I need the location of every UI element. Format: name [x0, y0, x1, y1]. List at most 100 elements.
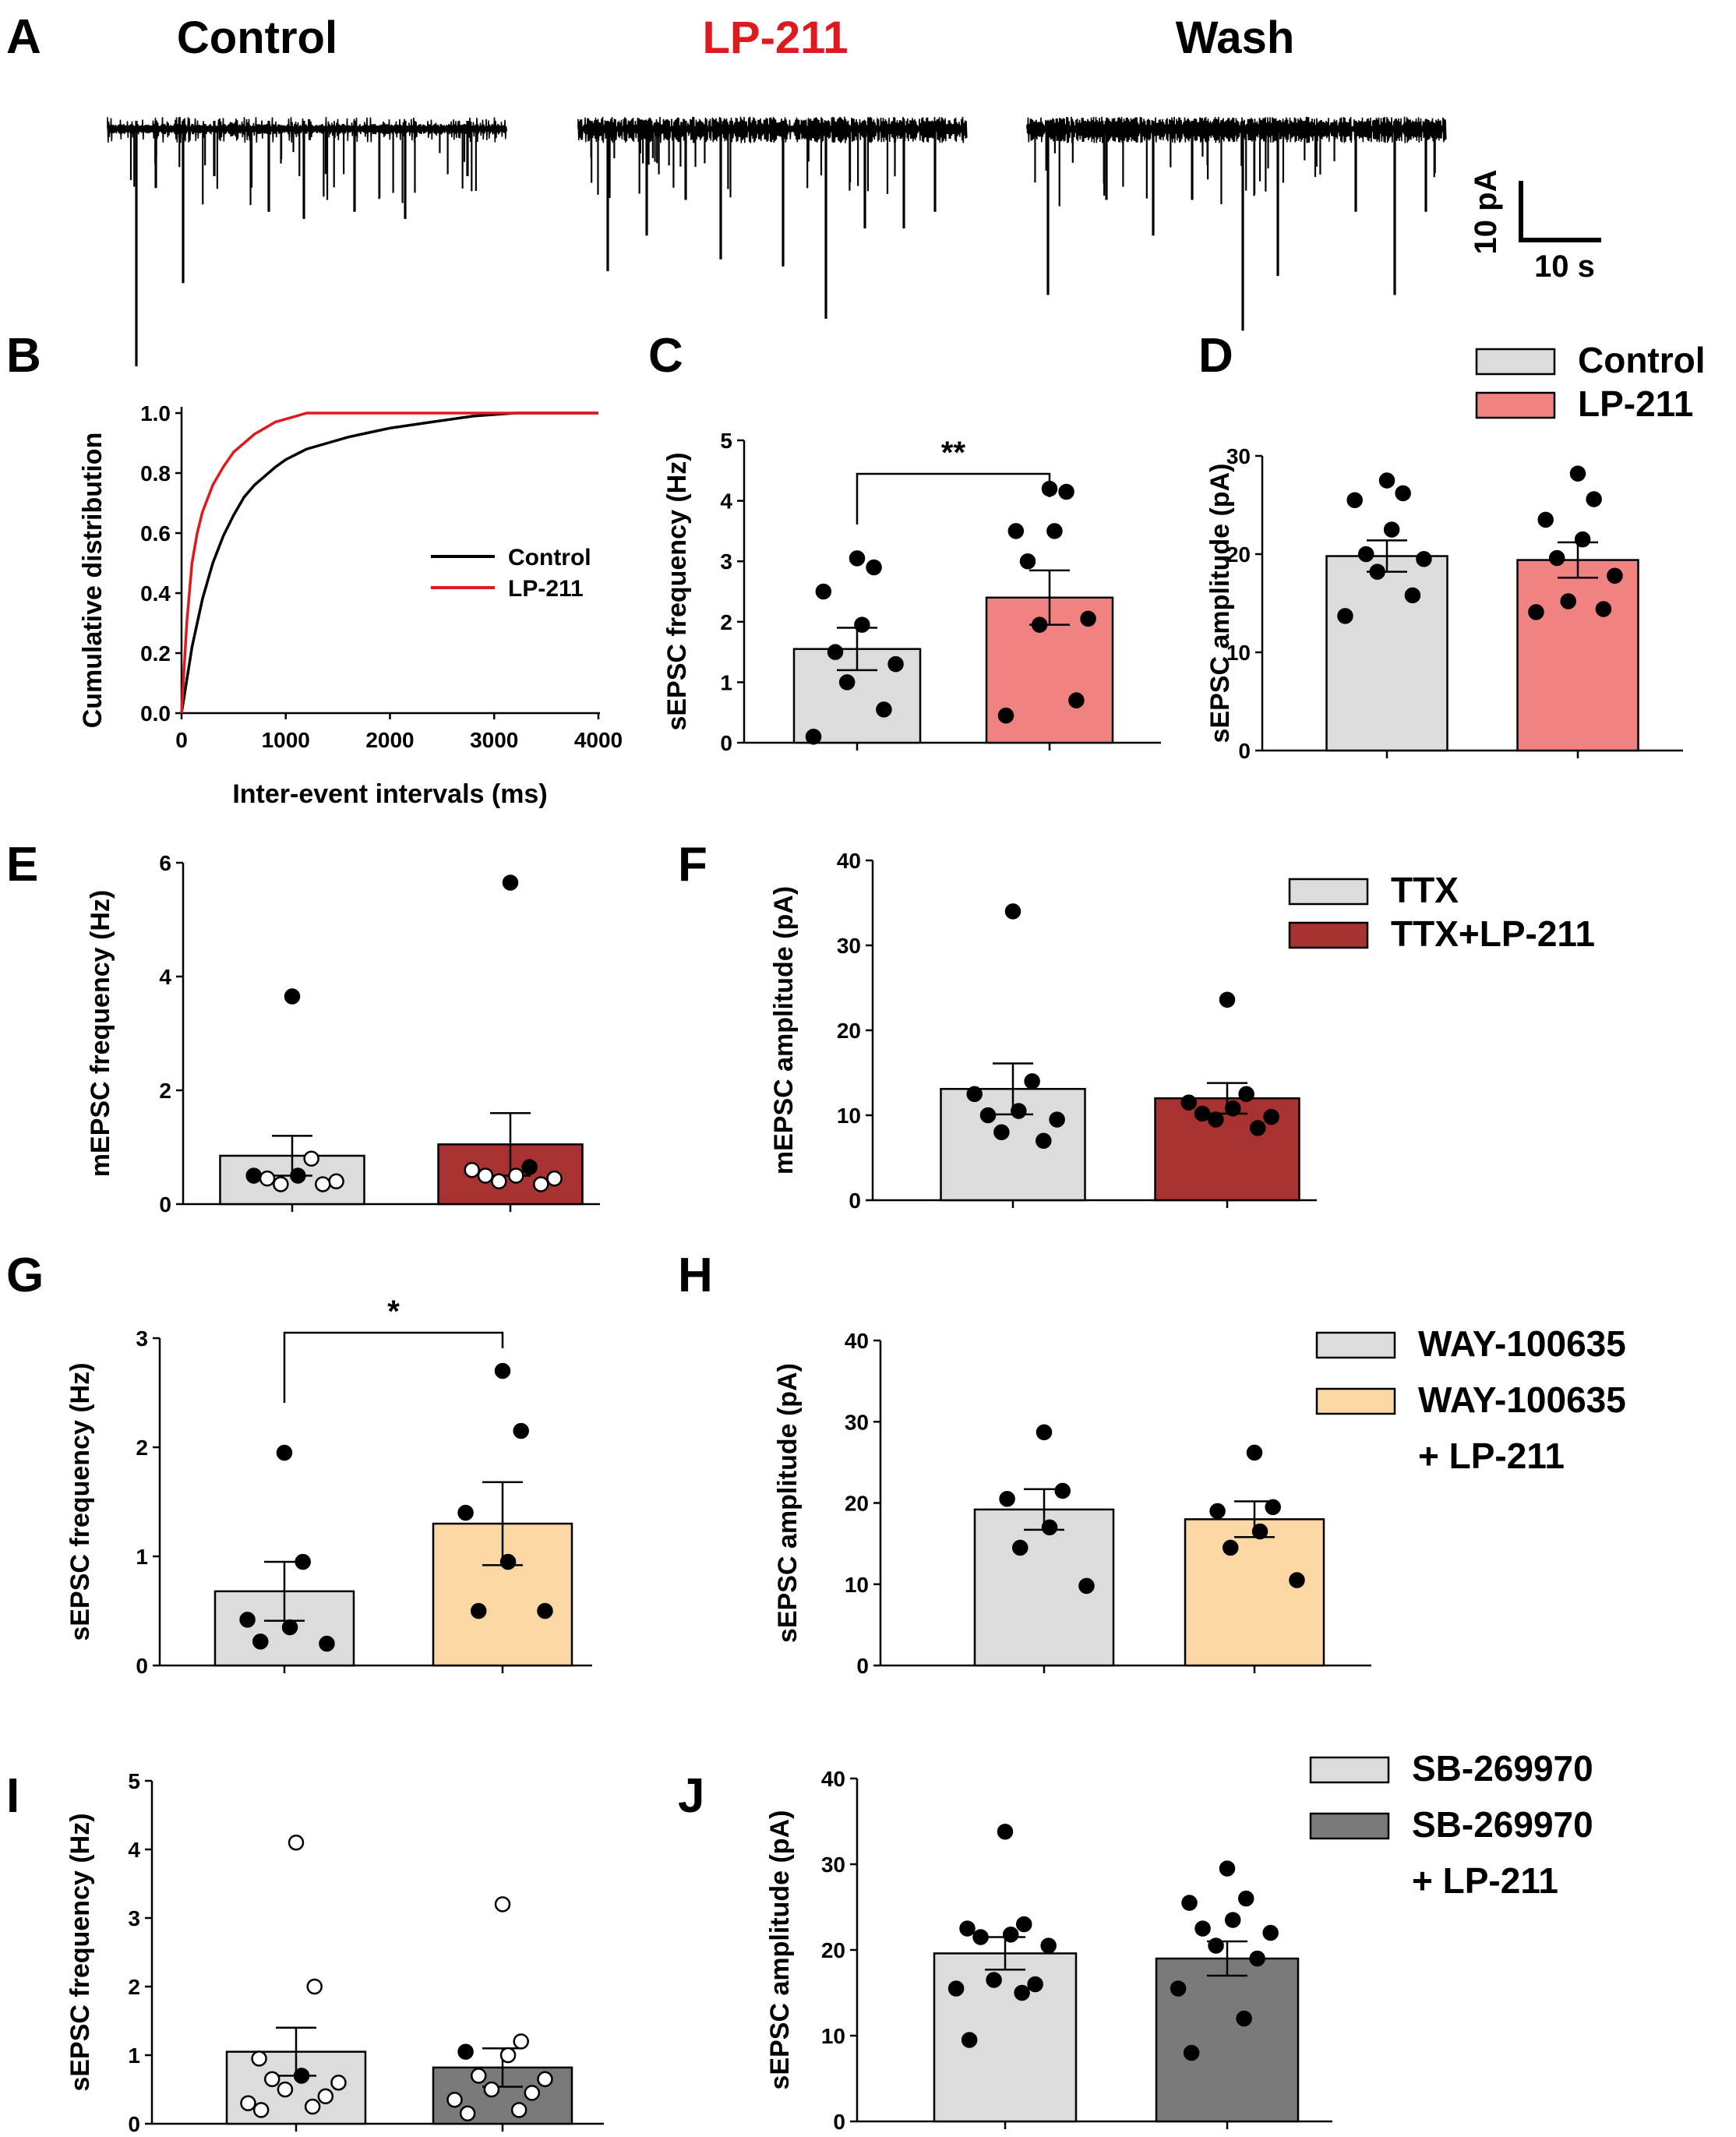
legend-label-3: + LP-211	[1418, 1436, 1565, 1476]
x-tick-label: 0	[175, 728, 188, 752]
data-point	[1574, 531, 1591, 548]
data-point	[838, 674, 856, 691]
data-point	[499, 1553, 517, 1570]
data-point	[1024, 1073, 1040, 1090]
data-point	[972, 1929, 989, 1945]
panel-f: 0 10 20 30 40 mEPSC amplitude (pA) TTXTTX+LP-2…	[769, 849, 1595, 1213]
data-point	[1027, 1976, 1043, 1993]
data-point	[1181, 1895, 1198, 1911]
y-axis-label: mEPSC amplitude (pA)	[769, 886, 799, 1174]
data-point	[1357, 546, 1374, 563]
condition-label-2: LP-211	[703, 12, 849, 63]
y-tick-label: 0	[849, 1189, 861, 1213]
legend-swatch-1	[1475, 348, 1556, 376]
panel-b: 0.0 0.2 0.4 0.6 0.8 1.0 0 1000 2000 3000 4000 Inter…	[78, 401, 623, 809]
y-axis-label: sEPSC amplitude (pA)	[765, 1810, 795, 2090]
legend-label-2: TTX+LP-211	[1391, 913, 1595, 954]
y-tick-label: 30	[821, 1853, 845, 1877]
panel-c: 0 1 2 3 4 5 sEPSC frequency (Hz) **	[662, 429, 1161, 755]
data-point	[245, 1167, 262, 1184]
data-point	[1194, 1105, 1211, 1122]
panel-h: 0 10 20 30 40 sEPSC amplitude (pA) WAY-100635 W…	[773, 1323, 1626, 1678]
legend-swatch-2	[1315, 1387, 1396, 1415]
series-line-2	[180, 412, 598, 714]
data-point	[1036, 1132, 1052, 1149]
data-point	[1224, 1912, 1241, 1928]
y-axis-label: sEPSC frequency (Hz)	[662, 452, 692, 730]
data-point	[293, 2068, 310, 2084]
panel-j: 0 10 20 30 40 sEPSC amplitude (pA) SB-269970 SB…	[765, 1748, 1593, 2134]
data-point	[457, 2043, 474, 2060]
data-point	[1251, 1523, 1268, 1540]
data-point	[546, 1170, 563, 1187]
legend-label-2: WAY-100635	[1418, 1379, 1626, 1420]
bar-1	[933, 1952, 1078, 2123]
data-point	[1263, 1108, 1279, 1125]
data-point	[317, 2088, 334, 2105]
data-point	[263, 2071, 281, 2088]
data-point	[1054, 1482, 1071, 1499]
data-point	[1346, 492, 1363, 508]
data-point	[524, 2085, 541, 2101]
data-point	[993, 1124, 1010, 1141]
data-point	[251, 2050, 267, 2067]
data-point	[304, 2098, 321, 2115]
data-point	[1250, 1120, 1266, 1136]
data-point	[1183, 2044, 1200, 2061]
data-point	[1537, 511, 1554, 528]
trace-3	[1026, 116, 1447, 143]
data-point	[499, 2047, 517, 2064]
data-point	[999, 1491, 1015, 1507]
data-point	[491, 1173, 507, 1190]
bar-1	[1325, 555, 1448, 752]
data-point	[537, 1602, 553, 1620]
data-point	[961, 2032, 978, 2048]
y-tick-label: 5	[720, 429, 732, 453]
y-tick-label: 0.0	[140, 701, 171, 726]
y-tick-label: 30	[1226, 444, 1251, 468]
data-point	[959, 1920, 976, 1937]
y-tick-label: 30	[845, 1410, 869, 1434]
data-point	[494, 1896, 511, 1913]
data-point	[1586, 491, 1602, 507]
data-point	[1560, 593, 1576, 609]
data-point	[239, 1611, 256, 1628]
data-point	[477, 1167, 494, 1184]
data-point	[986, 1972, 1002, 1988]
y-tick-label: 0.8	[140, 461, 171, 486]
y-axis-label: sEPSC frequency (Hz)	[65, 1362, 95, 1641]
data-point	[997, 707, 1014, 724]
data-point	[1383, 521, 1400, 538]
data-point	[805, 728, 822, 745]
data-point	[1236, 2010, 1252, 2027]
data-point	[1080, 610, 1096, 627]
data-point	[281, 1619, 298, 1636]
y-tick-label: 40	[821, 1767, 845, 1791]
data-point	[1194, 1920, 1211, 1937]
panel-label-d: D	[1198, 329, 1233, 383]
y-tick-label: 0.4	[140, 581, 171, 606]
data-point	[1337, 608, 1353, 624]
data-point	[1265, 1499, 1281, 1515]
data-point	[1019, 553, 1036, 570]
y-tick-label: 20	[837, 1019, 861, 1043]
y-tick-label: 0	[720, 731, 732, 755]
legend-label-2: LP-211	[508, 576, 584, 602]
data-point	[537, 2071, 553, 2088]
y-tick-label: 2	[128, 1975, 140, 1999]
data-point	[252, 1633, 269, 1650]
significance-label: *	[387, 1295, 400, 1329]
panel-label-a: A	[6, 10, 41, 64]
data-point	[240, 2095, 256, 2111]
legend-label-1: WAY-100635	[1418, 1323, 1626, 1364]
data-point	[315, 1176, 331, 1192]
legend-swatch-2	[1309, 1812, 1390, 1840]
y-axis-label: mEPSC frequency (Hz)	[86, 890, 115, 1177]
data-point	[295, 1553, 311, 1570]
panel-label-c: C	[648, 329, 683, 383]
legend-label-1: TTX	[1391, 870, 1459, 910]
data-point	[459, 2105, 476, 2122]
legend-label-1: SB-269970	[1412, 1748, 1593, 1789]
data-point	[464, 1161, 480, 1178]
y-tick-label: 10	[845, 1573, 869, 1597]
